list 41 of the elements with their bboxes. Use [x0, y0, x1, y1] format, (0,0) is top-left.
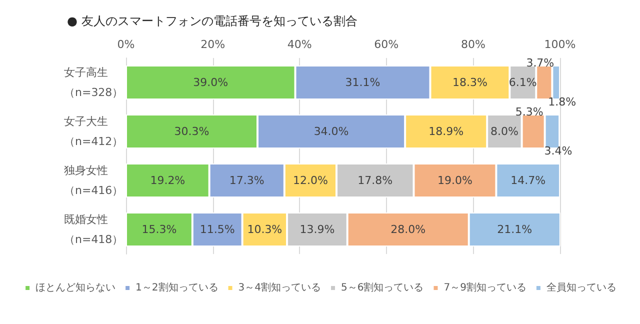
data-label: 12.0%	[292, 174, 328, 187]
legend-label: 3～4割知っている	[238, 282, 322, 294]
y-tick-label: 女子大生（n=412）	[64, 115, 124, 148]
data-label: 11.5%	[200, 223, 235, 236]
data-label: 39.0%	[193, 76, 228, 89]
data-label: 17.3%	[229, 174, 264, 187]
data-label: 15.3%	[142, 223, 177, 236]
x-tick-label: 60%	[374, 38, 399, 51]
legend-label: 1～2割知っている	[136, 282, 218, 294]
data-label: 5.3%	[515, 106, 544, 118]
y-tick-label: 女子高生（n=328）	[64, 66, 124, 99]
data-label: 1.8%	[548, 96, 576, 108]
legend-label: ほとんど知らない	[36, 282, 116, 294]
y-tick-label: 独身女性（n=416）	[64, 164, 124, 197]
data-label: 31.1%	[345, 76, 380, 89]
x-tick-label: 40%	[287, 38, 312, 51]
data-label: 13.9%	[300, 223, 335, 236]
x-tick-label: 100%	[544, 38, 576, 51]
legend-label: 全員知っている	[546, 282, 616, 294]
data-label: 6.1%	[508, 76, 537, 89]
legend-label: 7～9割知っている	[444, 282, 526, 294]
y-tick-label: 既婚女性（n=418）	[64, 213, 124, 246]
x-tick-label: 80%	[460, 38, 486, 51]
data-label: 19.0%	[437, 174, 472, 187]
data-label: 18.9%	[428, 125, 464, 138]
data-label: 18.3%	[452, 76, 488, 89]
data-label: 28.0%	[390, 223, 426, 236]
x-tick-label: 20%	[200, 38, 226, 51]
data-label: 3.7%	[526, 56, 554, 70]
data-label: 14.7%	[510, 174, 546, 187]
chart-title: ● 友人のスマートフォンの電話番号を知っている割合	[67, 14, 358, 28]
data-label: 34.0%	[314, 125, 349, 138]
data-label: 8.0%	[490, 125, 518, 138]
data-label: 21.1%	[497, 223, 532, 236]
data-label: 17.8%	[358, 174, 393, 187]
data-label: 10.3%	[247, 223, 282, 236]
data-label: 19.2%	[150, 174, 186, 187]
x-tick-label: 0%	[117, 38, 135, 51]
data-label: 3.4%	[544, 144, 572, 158]
data-label: 30.3%	[174, 125, 210, 138]
legend-label: 5～6割知っている	[341, 282, 424, 294]
